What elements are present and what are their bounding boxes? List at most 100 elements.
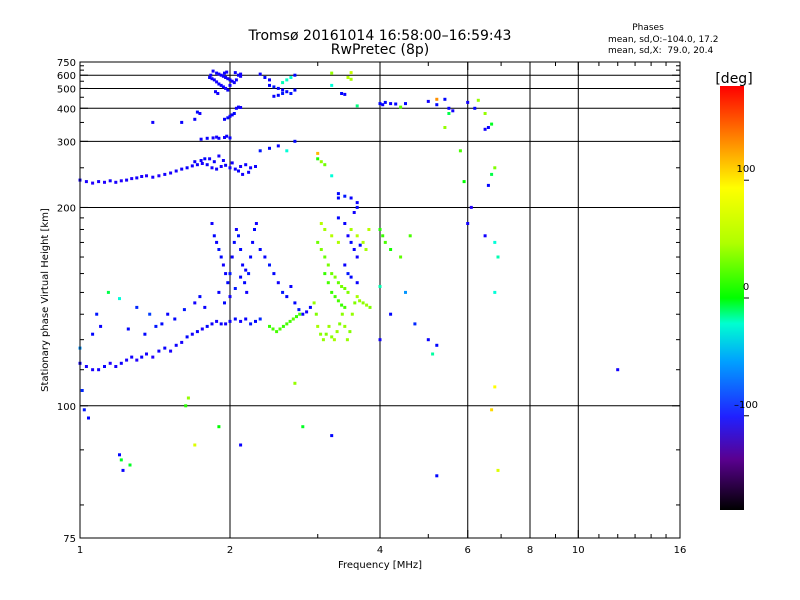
scatter-point [249,166,253,170]
scatter-point [130,355,134,359]
scatter-point [232,81,236,85]
scatter-point [447,106,451,110]
scatter-point [228,114,232,118]
scatter-point [247,170,251,174]
scatter-point [389,248,393,251]
x-tick-label: 10 [572,545,585,556]
scatter-point [228,78,232,82]
scatter-point [378,338,382,342]
scatter-point [128,463,132,467]
scatter-point [103,180,106,184]
x-axis-label: Frequency [MHz] [338,560,422,571]
scatter-point [346,272,350,276]
scatter-point [462,180,466,184]
scatter-point [352,211,356,214]
y-tick-label: 300 [57,137,76,148]
scatter-point [239,165,243,168]
scatter-point [91,332,95,336]
scatter-point [353,301,357,305]
scatter-point [193,117,197,121]
scatter-point [239,443,243,447]
grid-layer [80,62,680,538]
scatter-point [426,338,430,342]
scatter-point [378,102,382,106]
scatter-point [323,272,327,276]
scatter-point [281,88,285,92]
scatter-point [404,102,407,106]
scatter-point [143,332,147,336]
scatter-point [330,335,334,339]
scatter-point [114,365,118,368]
scatter-point [208,157,212,161]
scatter-point [226,88,230,92]
scatter-point [200,162,204,165]
scatter-point [355,205,359,209]
scatter-point [349,275,353,279]
scatter-point [383,240,387,244]
scatter-point [205,136,209,140]
scatter-point [340,303,344,307]
scatter-point [145,174,148,178]
scatter-point [151,355,155,359]
scatter-point [285,322,289,326]
scatter-point [332,338,336,342]
scatter-point [174,169,178,173]
scatter-point [343,305,347,309]
scatter-point [458,149,462,153]
scatter-point [234,228,238,231]
x-tick-label: 2 [227,545,233,556]
scatter-point [281,92,285,95]
scatter-point [135,176,139,180]
scatter-point [330,71,334,75]
scatter-point [319,248,323,251]
scatter-point [254,165,257,168]
scatter-point [205,324,209,328]
scatter-point [216,92,220,95]
scatter-point [221,85,225,89]
scatter-point [203,157,207,161]
scatter-point [476,98,480,102]
scatter-point [233,71,237,75]
scatter-point [293,88,297,92]
scatter-point [247,272,251,276]
scatter-point [295,315,298,319]
scatter-point [174,343,178,347]
scatter-point [239,275,243,279]
scatter-point [308,305,312,309]
scatter-point [343,92,347,96]
scatter-point [389,312,393,316]
scatter-point [281,324,285,328]
scatter-point [163,172,167,176]
scatter-point [223,301,226,305]
scatter-point [466,100,470,104]
scatter-point [130,177,134,181]
scatter-point [346,76,350,79]
scatter-point [333,295,337,299]
scatter-point [493,166,497,170]
scatter-point [232,112,236,115]
scatter-point [321,338,325,342]
chart-title-line1: Tromsø 20161014 16:58:00–16:59:43 [248,28,512,44]
x-tick-label: 1 [77,545,83,556]
scatter-point [346,290,350,294]
scatter-point [330,83,334,87]
scatter-point [208,76,212,79]
scatter-point [490,408,494,412]
scatter-point [268,146,271,150]
scatter-point [319,332,323,336]
scatter-point [258,317,262,321]
scatter-point [364,248,368,251]
scatter-point [285,78,289,82]
scatter-point [312,301,316,305]
x-tick-label: 16 [674,545,687,556]
scatter-point [288,319,292,323]
scatter-point [483,127,487,131]
scatter-point [326,281,330,285]
y-tick-label: 200 [57,203,76,214]
scatter-point [340,312,344,316]
scatter-point [276,281,280,285]
scatter-point [327,324,331,328]
scatter-point [230,161,234,165]
scatter-point [378,285,382,288]
scatter-point [443,97,447,101]
